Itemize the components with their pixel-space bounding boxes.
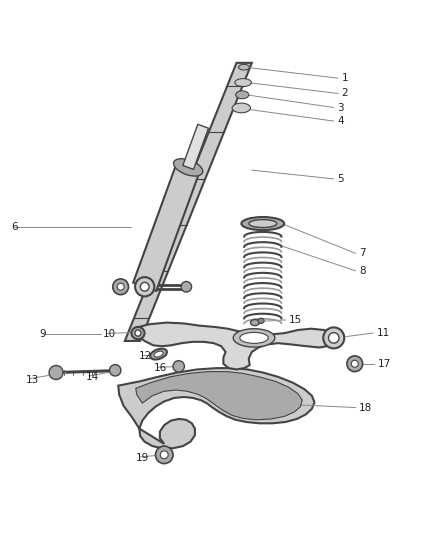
Circle shape: [49, 366, 63, 379]
Text: 17: 17: [378, 359, 391, 369]
Ellipse shape: [249, 220, 277, 228]
Circle shape: [113, 279, 128, 295]
Ellipse shape: [238, 64, 250, 70]
Circle shape: [110, 365, 121, 376]
Text: 6: 6: [11, 222, 18, 232]
Circle shape: [117, 283, 124, 290]
Ellipse shape: [232, 103, 251, 113]
Polygon shape: [136, 322, 336, 369]
Text: 7: 7: [359, 248, 366, 259]
Text: 18: 18: [359, 402, 372, 413]
Polygon shape: [125, 63, 252, 341]
Text: 8: 8: [359, 266, 366, 276]
Text: 5: 5: [337, 174, 344, 184]
Circle shape: [351, 360, 358, 367]
Polygon shape: [183, 124, 208, 169]
Text: 15: 15: [289, 315, 302, 325]
Text: 4: 4: [337, 116, 344, 126]
Text: 10: 10: [103, 329, 116, 340]
Ellipse shape: [241, 217, 284, 230]
Circle shape: [328, 333, 339, 343]
Text: 3: 3: [337, 102, 344, 112]
Circle shape: [155, 446, 173, 464]
Circle shape: [160, 451, 168, 459]
Text: 9: 9: [39, 329, 46, 340]
Ellipse shape: [236, 91, 249, 99]
Text: 11: 11: [377, 328, 390, 338]
Ellipse shape: [173, 159, 203, 176]
Circle shape: [135, 277, 154, 296]
Ellipse shape: [135, 330, 141, 336]
Text: 1: 1: [342, 73, 348, 83]
Ellipse shape: [240, 333, 268, 343]
Polygon shape: [136, 372, 302, 420]
Ellipse shape: [233, 329, 275, 347]
Ellipse shape: [258, 318, 264, 324]
Ellipse shape: [154, 351, 163, 357]
Circle shape: [181, 281, 191, 292]
Ellipse shape: [251, 319, 259, 326]
Text: 19: 19: [136, 454, 149, 463]
Polygon shape: [118, 368, 314, 448]
Text: 2: 2: [342, 88, 348, 99]
Ellipse shape: [150, 349, 167, 360]
Text: 16: 16: [154, 363, 167, 373]
Circle shape: [323, 327, 344, 349]
Polygon shape: [133, 163, 200, 291]
Ellipse shape: [131, 327, 145, 339]
Text: 13: 13: [26, 375, 39, 384]
Ellipse shape: [235, 78, 251, 86]
Circle shape: [347, 356, 363, 372]
Circle shape: [140, 282, 149, 291]
Circle shape: [173, 361, 184, 372]
Text: 14: 14: [85, 372, 99, 382]
Text: 12: 12: [139, 351, 152, 361]
